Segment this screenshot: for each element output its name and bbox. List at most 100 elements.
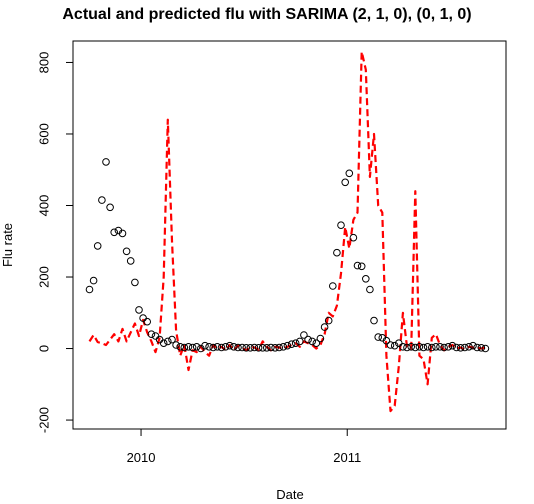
actual-point — [382, 336, 391, 345]
actual-point — [399, 343, 407, 351]
plot-frame — [72, 40, 507, 430]
actual-point — [131, 278, 139, 287]
actual-point — [324, 316, 333, 325]
x-axis: 2010 2011 — [127, 428, 361, 465]
actual-point — [374, 333, 383, 341]
actual-point — [366, 285, 374, 294]
predicted-series — [88, 50, 486, 413]
actual-point — [225, 341, 234, 350]
actual-point — [209, 343, 217, 352]
actual-series — [85, 158, 490, 353]
actual-point — [93, 242, 102, 250]
actual-point — [102, 158, 110, 166]
actual-point — [275, 343, 284, 352]
actual-point — [176, 343, 184, 351]
y-tick-label: 0 — [37, 345, 52, 352]
actual-point — [341, 178, 350, 187]
actual-point — [151, 332, 160, 340]
actual-point — [122, 247, 131, 256]
actual-point — [469, 341, 477, 350]
actual-point — [296, 337, 304, 346]
actual-point — [308, 337, 317, 346]
actual-point — [135, 306, 143, 314]
actual-point — [320, 323, 329, 331]
actual-point — [168, 335, 176, 344]
actual-point — [370, 316, 378, 325]
actual-point — [456, 344, 465, 352]
actual-point — [98, 196, 106, 204]
y-tick-label: 600 — [37, 123, 52, 145]
actual-point — [481, 344, 490, 353]
predicted-line — [88, 50, 486, 413]
actual-point — [473, 343, 481, 352]
actual-point — [333, 248, 341, 257]
actual-point — [221, 343, 230, 351]
actual-point — [452, 343, 461, 352]
y-tick-label: 800 — [37, 52, 52, 74]
actual-point — [213, 343, 222, 351]
actual-point — [164, 337, 172, 346]
actual-point — [246, 344, 255, 352]
actual-point — [250, 343, 259, 352]
actual-point — [205, 343, 213, 351]
actual-point — [411, 343, 420, 352]
actual-point — [172, 341, 180, 349]
actual-point — [238, 343, 246, 352]
actual-point — [267, 343, 275, 352]
actual-point — [242, 344, 250, 352]
actual-point — [258, 344, 267, 352]
actual-point — [106, 203, 114, 212]
actual-point — [89, 276, 98, 285]
actual-point — [188, 343, 197, 352]
actual-point — [432, 343, 440, 351]
actual-point — [312, 339, 321, 348]
actual-point — [444, 343, 453, 351]
actual-point — [85, 285, 94, 294]
actual-point — [234, 343, 242, 352]
actual-point — [316, 334, 325, 343]
actual-point — [180, 343, 189, 352]
actual-point — [263, 344, 271, 352]
actual-point — [143, 317, 151, 326]
actual-point — [184, 343, 193, 351]
actual-point — [345, 169, 354, 178]
actual-point — [357, 262, 366, 271]
y-tick-label: -200 — [37, 407, 52, 433]
actual-point — [390, 341, 399, 350]
actual-point — [159, 339, 168, 348]
actual-point — [353, 261, 362, 270]
y-tick-label: 400 — [37, 195, 52, 217]
actual-point — [461, 343, 469, 352]
actual-point — [126, 257, 135, 265]
actual-point — [118, 229, 127, 238]
actual-point — [217, 343, 226, 352]
actual-point — [337, 221, 345, 229]
actual-point — [147, 330, 156, 339]
actual-point — [329, 282, 337, 290]
actual-point — [419, 343, 428, 352]
actual-point — [291, 339, 300, 348]
actual-point — [448, 341, 457, 350]
actual-point — [407, 343, 416, 351]
y-tick-label: 200 — [37, 266, 52, 288]
actual-point — [287, 340, 296, 349]
actual-point — [230, 343, 238, 351]
actual-point — [304, 335, 312, 344]
actual-point — [110, 228, 118, 237]
actual-point — [415, 343, 424, 351]
y-axis-label: Flu rate — [0, 223, 15, 267]
actual-point — [386, 341, 395, 349]
actual-point — [254, 344, 263, 352]
actual-point — [436, 343, 444, 351]
actual-point — [403, 343, 411, 352]
actual-point — [279, 343, 288, 351]
actual-point — [271, 344, 279, 352]
x-tick-label: 2011 — [333, 450, 361, 465]
x-axis-label: Date — [276, 487, 303, 502]
actual-point — [300, 331, 308, 339]
actual-point — [283, 341, 292, 350]
actual-point — [423, 343, 432, 351]
actual-point — [192, 343, 201, 351]
y-axis: -200 0 200 400 600 800 — [37, 52, 74, 433]
